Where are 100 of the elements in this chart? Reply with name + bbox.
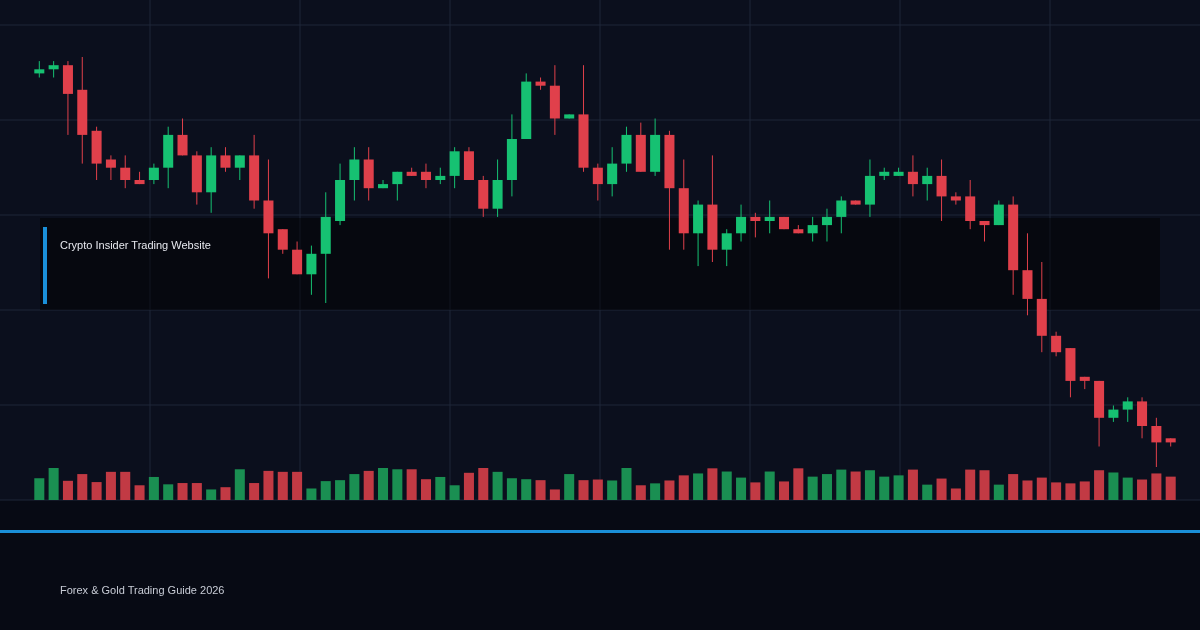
candlestick [277,228,288,255]
candlestick [177,118,188,156]
bar [1122,477,1133,500]
bar [965,469,976,500]
bar [134,485,145,500]
candlestick [936,159,947,222]
bar [807,476,818,500]
candlestick [607,146,618,197]
bar [879,476,890,500]
bar [1079,481,1090,500]
bar [220,487,231,500]
bar [1036,477,1047,500]
bar [277,471,288,500]
candlestick [1051,331,1062,357]
bar [349,474,360,500]
bar [850,471,861,500]
bar [263,470,274,500]
candlestick [807,216,818,242]
candlestick [764,200,775,234]
candlestick [592,163,603,201]
bar [363,470,374,500]
bar [191,483,202,500]
candlestick [821,208,832,242]
bar [635,485,646,500]
bar [392,469,403,500]
text: Forex & Gold Trading Guide 2026 [60,584,225,596]
bar [435,476,446,500]
bar [249,483,260,500]
candlestick [950,191,961,206]
candlestick [1122,396,1133,423]
bar [893,475,904,500]
bar [234,469,245,500]
bar [1094,470,1105,500]
bar [736,477,747,500]
bar [292,471,303,500]
bar [48,468,59,500]
bar [463,472,474,500]
bar [836,469,847,500]
bar [77,474,88,500]
bar [1022,480,1033,500]
bar [1151,473,1162,500]
bar [378,468,389,500]
bar [993,484,1004,500]
bar [1051,482,1062,500]
bar [707,468,718,500]
bar [578,480,589,500]
candlestick [1151,417,1162,468]
bar [750,482,761,500]
bar [1065,483,1076,500]
bar [478,468,489,500]
bar [535,480,546,500]
bar [335,480,346,500]
candlestick [420,163,431,189]
bar [793,468,804,500]
text: Crypto Insider Trading Website [60,239,211,251]
bar [564,474,575,500]
bar [177,483,188,500]
bar [979,470,990,500]
bar [950,488,961,500]
bar [907,469,918,500]
candlestick [306,245,317,296]
candlestick [148,163,159,185]
bar [420,479,431,500]
candlestick [120,154,131,189]
bar [34,478,45,500]
bar [206,489,217,500]
bar [936,478,947,500]
bar [406,469,417,500]
bar [120,471,131,500]
bar [148,476,159,500]
candlestick [220,146,231,173]
candlestick [378,179,389,189]
candlestick [750,212,761,238]
bar [105,471,116,500]
bar [521,479,532,500]
bar [1008,474,1019,500]
candlestick [907,154,918,197]
bar [1108,472,1119,500]
candlestick [234,154,245,181]
bar [779,481,790,500]
bar [607,480,618,500]
bar [62,480,73,500]
bar [306,488,317,500]
candlestick [836,195,847,234]
candlestick [349,146,360,201]
bar [922,484,933,500]
candlestick [392,171,403,201]
bar [864,470,875,500]
bar [163,484,174,500]
bar [621,468,632,500]
bar [764,471,775,500]
bar [449,485,460,500]
bar [592,479,603,500]
candlestick [721,228,732,267]
bar [650,483,661,500]
bar [821,474,832,500]
bar [320,481,331,500]
bar [1165,476,1176,500]
bar [721,471,732,500]
bar [678,475,689,500]
